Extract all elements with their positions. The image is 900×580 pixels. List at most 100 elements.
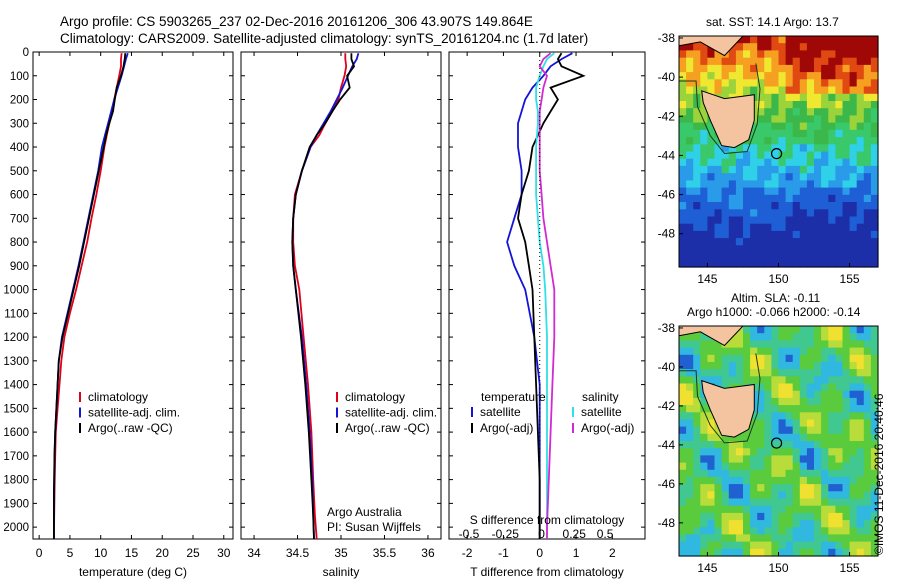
map-cell <box>821 223 829 232</box>
map-cell <box>700 455 708 464</box>
legend-label: satellite <box>581 405 622 419</box>
map-cell <box>849 209 858 218</box>
map-cell <box>693 412 701 421</box>
map-cell <box>821 93 829 102</box>
map-cell <box>842 238 851 246</box>
map-cell <box>821 405 829 413</box>
map-cell <box>679 252 687 261</box>
map-cell <box>686 369 694 377</box>
map-cell <box>693 137 701 145</box>
map-cell <box>778 527 787 536</box>
map-cell <box>778 187 787 196</box>
map-cell <box>679 354 687 363</box>
map-cell <box>856 50 865 59</box>
map-cell <box>856 209 865 218</box>
map-cell <box>743 484 751 492</box>
map-cell <box>693 216 701 225</box>
map-cell <box>842 230 851 239</box>
map-cell <box>750 86 758 95</box>
map-cell <box>743 340 751 349</box>
map-cell <box>799 383 808 392</box>
map-cell <box>707 520 716 528</box>
map-cell <box>828 333 836 341</box>
map-cell <box>679 115 687 124</box>
map-cell <box>686 259 694 268</box>
map-cell <box>778 361 787 370</box>
map-cell <box>821 194 829 203</box>
map-cell <box>686 158 694 167</box>
map-cell <box>693 405 701 413</box>
map-cell <box>870 194 879 203</box>
map-cell <box>686 419 694 428</box>
map-cell <box>743 534 751 543</box>
map-cell <box>863 520 872 528</box>
map-cell <box>707 137 716 145</box>
map-cell <box>764 86 772 95</box>
map-cell <box>679 347 687 356</box>
map-cell <box>700 491 708 500</box>
map-cell <box>757 383 765 392</box>
map-cell <box>693 419 701 428</box>
map-cell <box>686 122 694 131</box>
map-cell <box>743 209 751 218</box>
map-cell <box>799 340 808 349</box>
map-cell <box>849 252 858 261</box>
map-cell <box>700 426 708 435</box>
map-cell <box>835 194 844 203</box>
map-cell <box>828 527 836 536</box>
map-cell <box>728 512 737 521</box>
map-cell <box>792 187 801 196</box>
map-cell <box>814 361 822 370</box>
map-cell <box>821 180 829 189</box>
map-cell <box>771 376 780 385</box>
map-cell <box>735 187 744 196</box>
map-cell <box>799 469 808 478</box>
map-cell <box>863 340 872 349</box>
map-cell <box>714 72 723 80</box>
map-cell <box>821 64 829 73</box>
map-cell <box>714 64 723 73</box>
map-cell <box>785 512 794 521</box>
map-cell <box>728 202 737 210</box>
map-cell <box>799 426 808 435</box>
map-cell <box>693 347 701 356</box>
map-cell <box>799 79 808 88</box>
map-cell <box>849 129 858 138</box>
map-cell <box>707 498 716 507</box>
map-cell <box>721 144 730 153</box>
map-cell <box>856 36 865 44</box>
map-cell <box>828 86 836 95</box>
map-cell <box>743 187 751 196</box>
map-cell <box>721 158 730 167</box>
map-cell <box>778 194 787 203</box>
map-cell <box>743 50 751 59</box>
map-cell <box>743 57 751 66</box>
sst-map-title: sat. SST: 14.1 Argo: 13.7 <box>706 15 839 29</box>
map-cell <box>686 354 694 363</box>
map-cell <box>863 354 872 363</box>
map-cell <box>799 347 808 356</box>
map-cell <box>750 57 758 66</box>
map-cell <box>814 441 822 449</box>
map-cell <box>721 79 730 88</box>
map-cell <box>814 86 822 95</box>
map-cell <box>743 173 751 181</box>
map-cell <box>849 180 858 189</box>
map-cell <box>814 376 822 385</box>
map-cell <box>700 158 708 167</box>
map-cell <box>764 165 772 174</box>
map-cell <box>771 455 780 464</box>
map-cell <box>792 491 801 500</box>
map-cell <box>743 476 751 485</box>
shelf-contour <box>679 63 761 155</box>
map-cell <box>792 383 801 392</box>
map-cell <box>814 115 822 124</box>
map-cell <box>778 433 787 442</box>
map-cell <box>707 223 716 232</box>
map-cell <box>771 43 780 51</box>
map-cell <box>849 79 858 88</box>
map-cell <box>764 230 772 239</box>
map-cell <box>785 534 794 543</box>
map-cell <box>686 520 694 528</box>
map-cell <box>750 347 758 356</box>
